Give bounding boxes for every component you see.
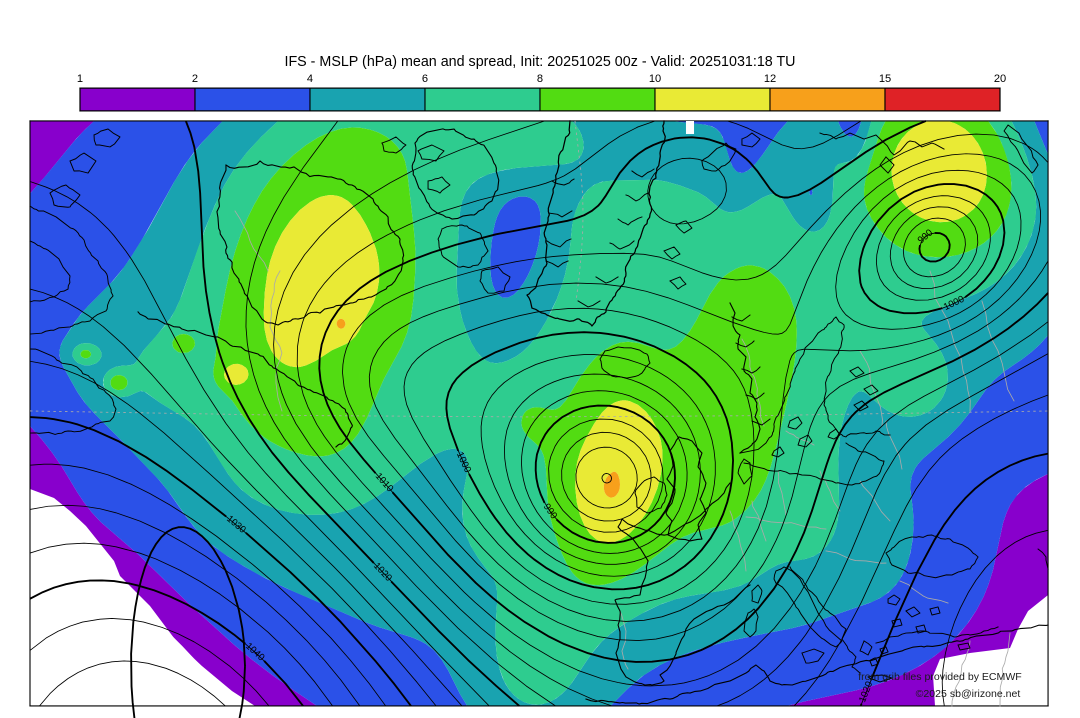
svg-text:1: 1 xyxy=(77,73,83,85)
svg-text:15: 15 xyxy=(879,73,891,85)
svg-text:from grib files provided by EC: from grib files provided by ECMWF xyxy=(858,671,1022,683)
svg-text:10: 10 xyxy=(649,73,661,85)
svg-text:IFS - MSLP (hPa) mean and spre: IFS - MSLP (hPa) mean and spread, Init: … xyxy=(284,54,795,70)
svg-text:20: 20 xyxy=(994,73,1006,85)
svg-text:2: 2 xyxy=(192,73,198,85)
svg-text:8: 8 xyxy=(537,73,543,85)
svg-text:©2025 sb@irizone.net: ©2025 sb@irizone.net xyxy=(916,688,1021,700)
svg-text:12: 12 xyxy=(764,73,776,85)
svg-text:4: 4 xyxy=(307,73,313,85)
svg-text:6: 6 xyxy=(422,73,428,85)
